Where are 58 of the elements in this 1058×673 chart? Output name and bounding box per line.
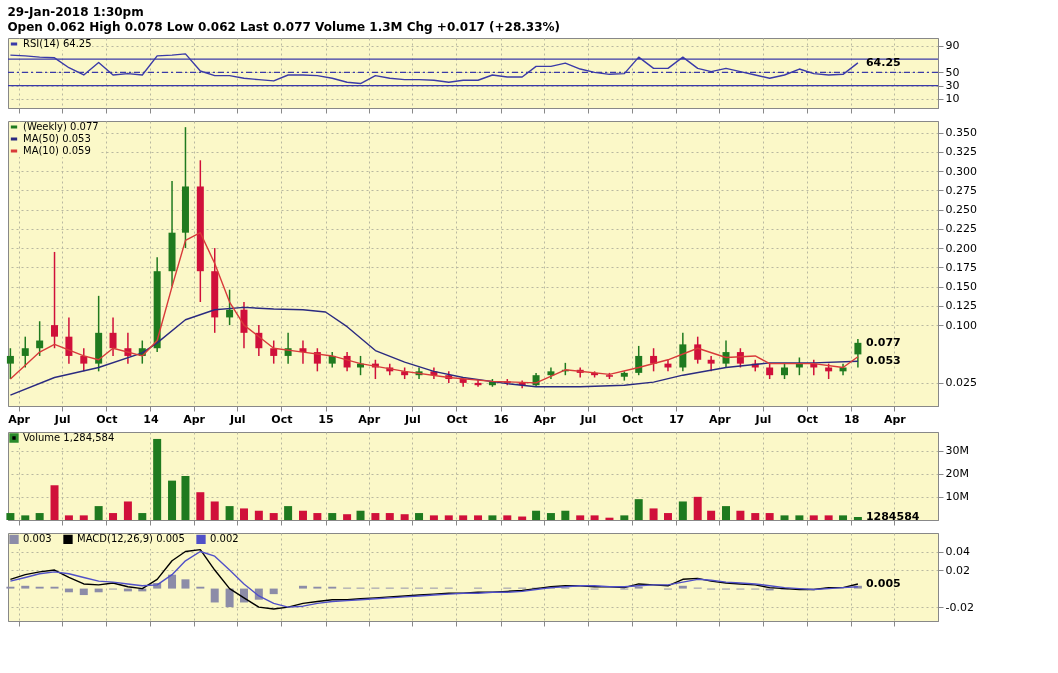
legend-label: MACD(12,26,9) 0.005 xyxy=(77,533,185,545)
y-tick-label: 0.325 xyxy=(945,145,977,159)
legend-label: MA(10) 0.059 xyxy=(23,145,91,156)
x-tick-label: Oct xyxy=(271,412,293,426)
annotation: 0.053 xyxy=(865,354,901,368)
x-tick-label: Oct xyxy=(446,412,468,426)
y-tick-label: 10M xyxy=(945,490,969,504)
y-tick-label: 10 xyxy=(945,92,960,106)
x-tick-label: 16 xyxy=(493,412,510,426)
x-tick-label: Apr xyxy=(183,412,206,426)
x-tick-label: Oct xyxy=(96,412,118,426)
x-tick-label: 17 xyxy=(668,412,685,426)
x-tick-label: Apr xyxy=(708,412,732,426)
y-tick-label: 50 xyxy=(945,65,960,79)
y-tick-label: 0.100 xyxy=(945,318,977,332)
legend-label: MA(50) 0.053 xyxy=(23,133,91,144)
y-tick-label: 0.125 xyxy=(945,299,977,313)
y-tick-label: 0.025 xyxy=(945,376,977,390)
y-tick-label: 0.04 xyxy=(945,545,970,559)
x-tick-label: Jul xyxy=(228,412,246,426)
x-tick-label: Jul xyxy=(754,412,772,426)
legend-label: 0.003 xyxy=(23,533,52,545)
annotation: 0.077 xyxy=(865,335,901,349)
x-tick-label: Apr xyxy=(358,412,381,426)
y-tick-label: 30M xyxy=(945,444,969,458)
legend-label: RSI(14) 64.25 xyxy=(23,38,92,49)
y-tick-label: 0.350 xyxy=(945,126,977,140)
x-tick-label: Apr xyxy=(8,412,31,426)
y-tick-label: 90 xyxy=(945,39,960,53)
chart-title: 29-Jan-2018 1:30pm xyxy=(7,5,144,19)
y-tick-label: 0.275 xyxy=(945,183,977,197)
x-tick-label: Apr xyxy=(533,412,557,426)
annotation: 64.25 xyxy=(865,55,901,69)
x-tick-label: Jul xyxy=(403,412,421,426)
x-tick-label: Jul xyxy=(53,412,71,426)
y-tick-label: 0.150 xyxy=(945,280,977,294)
y-tick-label: 0.02 xyxy=(945,563,970,577)
y-tick-label: 0.225 xyxy=(945,222,977,236)
x-tick-label: Jul xyxy=(579,412,597,426)
y-tick-label: 0.300 xyxy=(945,164,977,178)
y-tick-label: -0.02 xyxy=(945,600,974,614)
y-tick-label: 20M xyxy=(945,467,969,481)
legend-label: 0.002 xyxy=(210,533,239,545)
y-tick-label: 30 xyxy=(945,79,960,93)
annotation: 1284584 xyxy=(865,510,920,524)
x-tick-label: 18 xyxy=(844,412,860,426)
x-tick-label: 15 xyxy=(318,412,334,426)
y-tick-label: 0.175 xyxy=(945,260,977,274)
legend-label: (Weekly) 0.077 xyxy=(23,121,99,132)
x-tick-label: Oct xyxy=(796,412,819,426)
x-tick-label: 14 xyxy=(143,412,159,426)
annotation: 0.005 xyxy=(865,576,901,590)
y-tick-label: 0.250 xyxy=(945,203,977,217)
x-tick-label: Oct xyxy=(621,412,644,426)
x-tick-label: Apr xyxy=(883,412,907,426)
chart-subtitle: Open 0.062 High 0.078 Low 0.062 Last 0.077 Volume 1.3M Chg +0.017 (+28.33%) xyxy=(7,20,561,34)
y-tick-label: 0.200 xyxy=(945,241,977,255)
text: Volume 1,284,584 xyxy=(23,432,115,443)
